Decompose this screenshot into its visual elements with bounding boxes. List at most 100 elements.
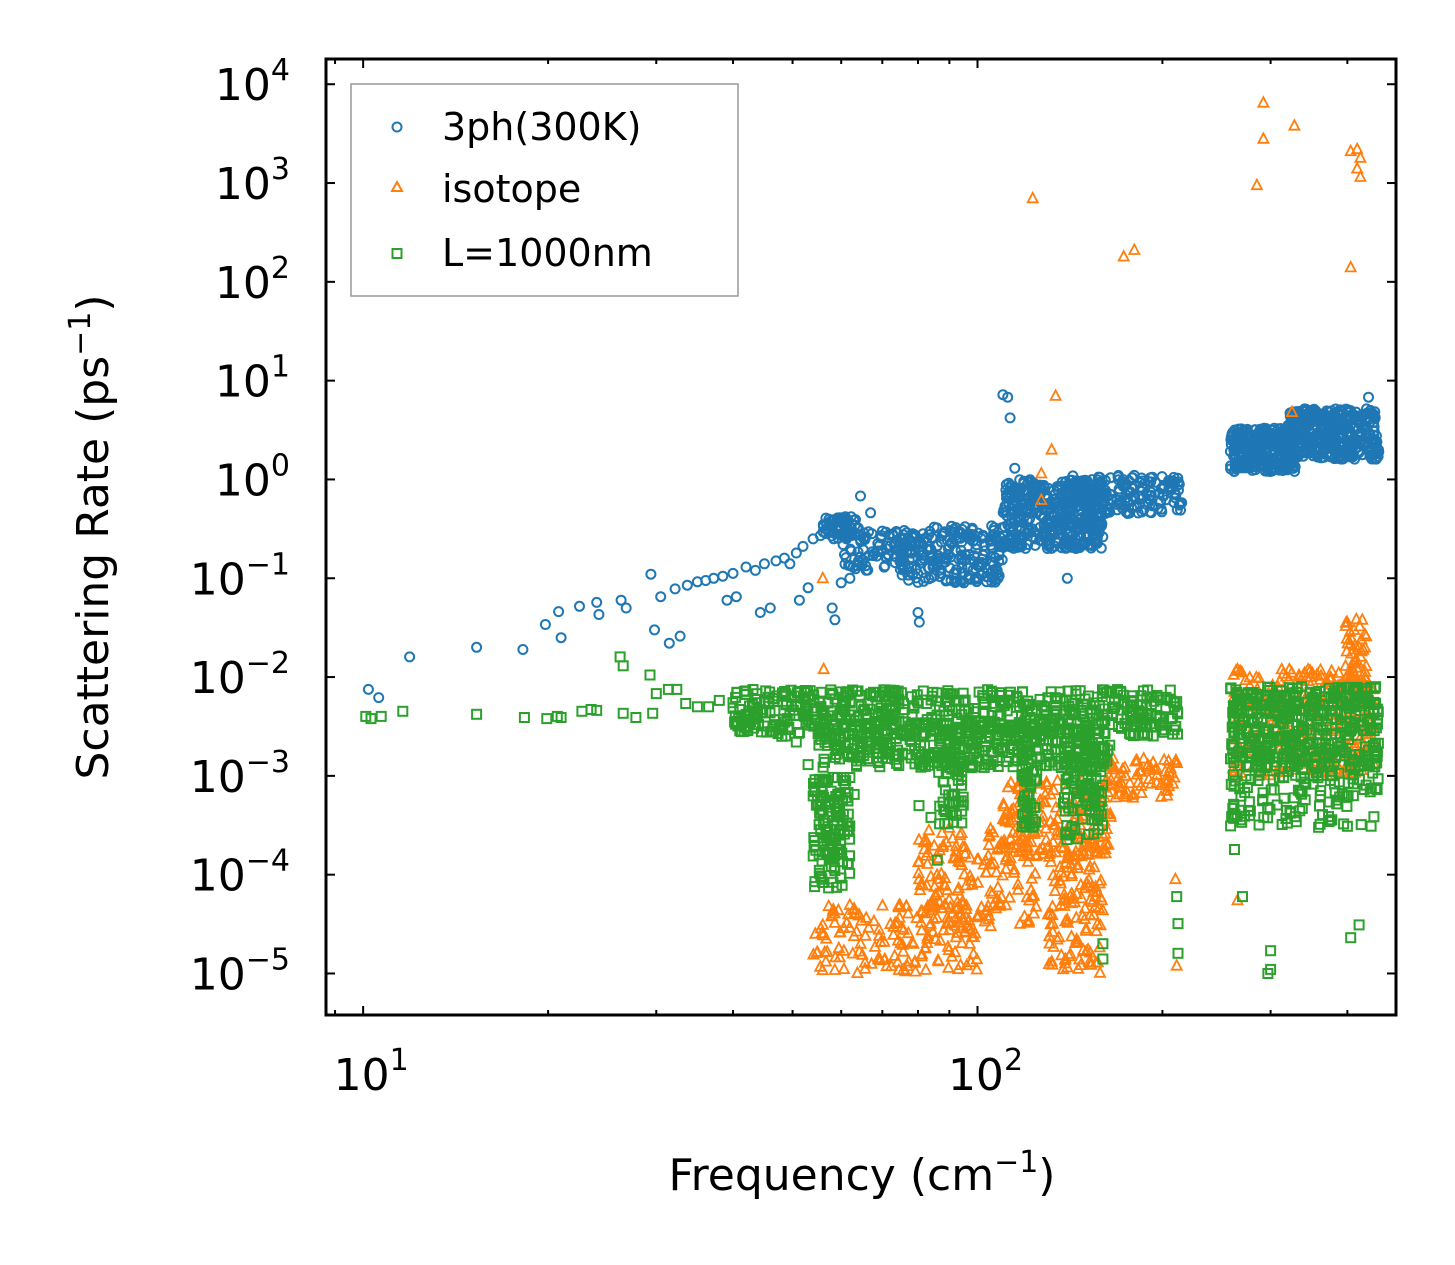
circle-point	[1039, 523, 1050, 535]
circle-point	[966, 522, 978, 534]
series-circle	[362, 389, 1385, 704]
circle-point	[1066, 501, 1078, 513]
circle-point	[926, 532, 938, 543]
circle-point	[889, 557, 901, 569]
circle-point	[954, 532, 966, 544]
circle-point	[1063, 534, 1075, 546]
circle-point	[1024, 476, 1036, 488]
circle-point	[539, 619, 551, 630]
circle-point	[1366, 453, 1378, 465]
circle-point	[1052, 516, 1064, 528]
circle-point	[1001, 509, 1012, 521]
circle-point	[840, 513, 852, 524]
y-axis-label: Scattering Rate	[68, 438, 119, 780]
circle-point	[1052, 496, 1064, 508]
circle-point	[362, 683, 374, 695]
circle-point	[918, 575, 930, 587]
circle-point	[1158, 481, 1170, 493]
legend-label-boundary: L=1000nm	[442, 231, 653, 275]
circle-point	[1026, 523, 1038, 535]
circle-point	[898, 525, 910, 536]
circle-point	[843, 526, 855, 538]
circle-point	[1014, 533, 1026, 545]
circle-point	[1056, 542, 1068, 554]
circle-point	[649, 624, 660, 636]
circle-point	[1137, 493, 1148, 504]
circle-point	[943, 543, 954, 555]
circle-point	[1294, 447, 1306, 459]
circle-point	[901, 527, 913, 539]
circle-point	[1074, 542, 1086, 554]
circle-point	[1318, 439, 1330, 451]
circle-point	[1112, 470, 1124, 481]
circle-point	[1014, 495, 1026, 507]
circle-point	[1325, 439, 1337, 451]
circle-point	[655, 591, 667, 603]
circle-point	[828, 518, 840, 530]
circle-point	[1250, 450, 1262, 462]
circle-point	[1001, 491, 1013, 503]
circle-point	[717, 570, 729, 582]
circle-point	[997, 541, 1009, 553]
circle-point	[923, 529, 935, 541]
series-layer	[360, 95, 1385, 979]
circle-point	[912, 537, 924, 549]
circle-point	[897, 543, 909, 555]
circle-point	[645, 568, 657, 580]
circle-point	[903, 561, 915, 573]
circle-point	[855, 534, 867, 546]
circle-point	[555, 632, 567, 644]
circle-point	[727, 567, 739, 579]
circle-point	[1343, 438, 1355, 450]
circle-point	[1266, 465, 1278, 477]
circle-point	[1299, 414, 1311, 426]
circle-point	[1025, 504, 1037, 516]
circle-point	[854, 551, 866, 563]
circle-point	[669, 583, 681, 595]
circle-point	[471, 641, 483, 653]
circle-point	[971, 573, 983, 585]
circle-point	[1127, 472, 1139, 484]
circle-point	[1333, 452, 1345, 464]
circle-point	[1344, 451, 1356, 463]
circle-point	[674, 630, 686, 642]
circle-point	[1080, 489, 1092, 501]
circle-point	[1309, 411, 1321, 423]
circle-point	[930, 555, 942, 567]
circle-point	[935, 567, 947, 579]
circle-point	[857, 554, 869, 566]
circle-point	[615, 594, 627, 606]
circle-point	[1011, 485, 1023, 496]
circle-point	[1091, 537, 1103, 549]
circle-point	[839, 558, 851, 570]
circle-point	[1145, 507, 1157, 519]
circle-point	[986, 571, 998, 582]
circle-point	[939, 526, 950, 538]
y-axis-unit: ps	[68, 356, 119, 407]
circle-point	[1254, 423, 1266, 435]
circle-point	[840, 552, 852, 564]
circle-point	[970, 543, 982, 555]
circle-point	[1069, 490, 1081, 502]
circle-point	[916, 557, 928, 569]
circle-point	[404, 651, 416, 663]
circle-point	[1270, 436, 1281, 448]
circle-point	[1369, 438, 1381, 450]
circle-point	[1263, 427, 1275, 439]
circle-point	[1248, 437, 1260, 449]
circle-point	[1099, 484, 1111, 496]
circle-point	[1323, 424, 1335, 436]
circle-point	[553, 606, 565, 618]
circle-point	[1272, 438, 1284, 450]
circle-point	[1008, 482, 1020, 494]
circle-point	[950, 545, 961, 557]
circle-point	[984, 535, 996, 547]
circle-point	[1229, 449, 1240, 461]
legend-label-isotope: isotope	[442, 167, 581, 211]
circle-point	[1230, 435, 1242, 447]
circle-point	[896, 559, 908, 570]
circle-point	[1364, 447, 1375, 459]
legend: 3ph(300K) isotope L=1000nm	[350, 83, 739, 297]
circle-point	[1290, 431, 1302, 443]
circle-point	[1086, 474, 1098, 486]
